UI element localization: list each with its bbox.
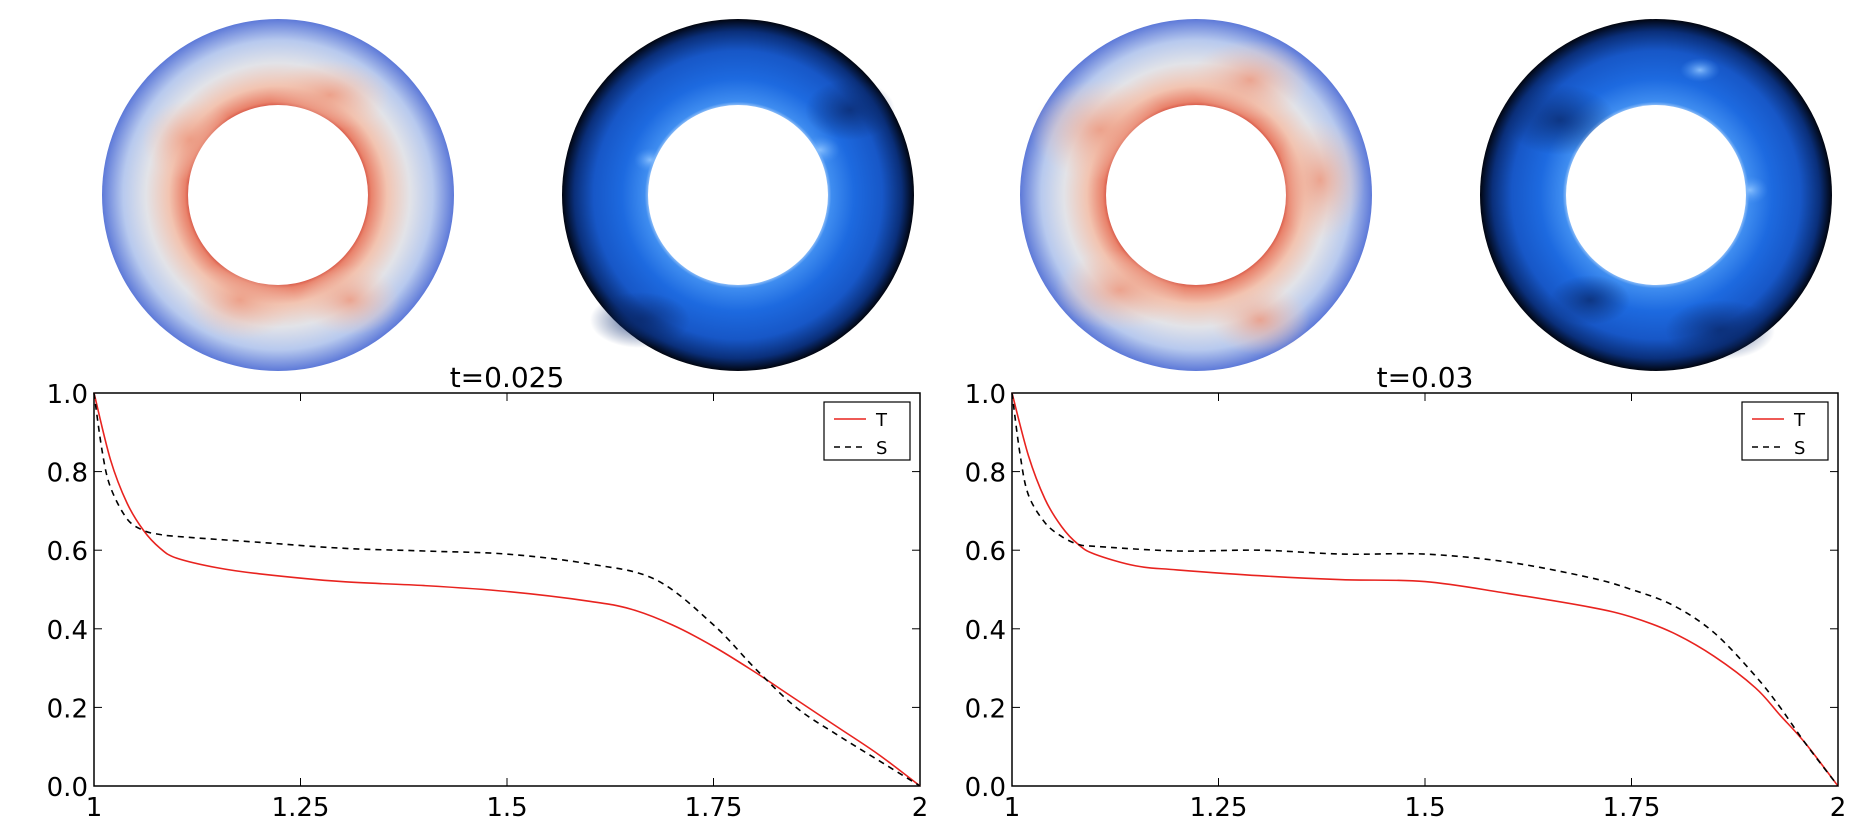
y-tick-label: 0.0 xyxy=(965,773,1006,803)
plot-area xyxy=(93,392,921,787)
x-tick-label: 1 xyxy=(86,793,103,823)
y-tick-label: 0.4 xyxy=(965,616,1006,646)
x-tick-label: 1 xyxy=(1004,793,1021,823)
x-tick-label: 2 xyxy=(1830,793,1847,823)
y-tick-label: 0.8 xyxy=(47,459,88,489)
x-tick-label: 1.25 xyxy=(272,793,330,823)
y-tick-label: 0.6 xyxy=(47,537,88,567)
composition-field-image-1 xyxy=(562,19,914,371)
y-tick-label: 0.2 xyxy=(965,694,1006,724)
temperature-field-image-1 xyxy=(102,19,454,371)
series-line-S xyxy=(93,392,921,787)
x-tick-label: 1.75 xyxy=(685,793,743,823)
y-tick-label: 1.0 xyxy=(965,380,1006,410)
series-line-T xyxy=(1011,392,1839,787)
y-tick-label: 1.0 xyxy=(47,380,88,410)
series-line-T xyxy=(93,392,921,787)
y-tick-label: 0.2 xyxy=(47,694,88,724)
series-line-S xyxy=(1011,392,1839,787)
x-tick-label: 1.75 xyxy=(1603,793,1661,823)
legend-label-T: T xyxy=(1793,410,1806,431)
x-tick-label: 1.5 xyxy=(486,793,527,823)
profile-chart-2: t=0.03 1 1.25 1.5 1.75 2 0.0 0.2 0.4 0.6 0.8 1.0 T… xyxy=(965,361,1847,823)
y-tick-label: 0.0 xyxy=(47,773,88,803)
y-tick-label: 0.6 xyxy=(965,537,1006,567)
legend-label-S: S xyxy=(1794,438,1805,459)
series-layer xyxy=(1011,392,1839,787)
legend: T S xyxy=(1741,401,1829,461)
composition-field-image-2 xyxy=(1480,19,1832,371)
legend-label-S: S xyxy=(876,438,887,459)
axis-ticks: 1 1.25 1.5 1.75 2 0.0 0.2 0.4 0.6 0.8 1.0 xyxy=(965,380,1847,823)
plot-area xyxy=(1011,392,1839,787)
chart-title: t=0.025 xyxy=(450,361,565,394)
y-tick-label: 0.4 xyxy=(47,616,88,646)
profile-chart-1: t=0.025 1 1.25 1.5 1.75 20.00.20.40.60.81.0 … xyxy=(47,361,929,823)
series-layer xyxy=(93,392,921,787)
legend-label-T: T xyxy=(875,410,888,431)
y-tick-label: 0.8 xyxy=(965,459,1006,489)
chart-title: t=0.03 xyxy=(1377,361,1474,394)
x-tick-label: 2 xyxy=(912,793,929,823)
legend: T S xyxy=(823,401,911,461)
temperature-field-image-2 xyxy=(1020,19,1372,371)
axis-ticks: 1 1.25 1.5 1.75 2 0.0 0.2 0.4 0.6 0.8 1.0 xyxy=(47,380,929,823)
x-tick-label: 1.5 xyxy=(1404,793,1445,823)
x-tick-label: 1.25 xyxy=(1190,793,1248,823)
